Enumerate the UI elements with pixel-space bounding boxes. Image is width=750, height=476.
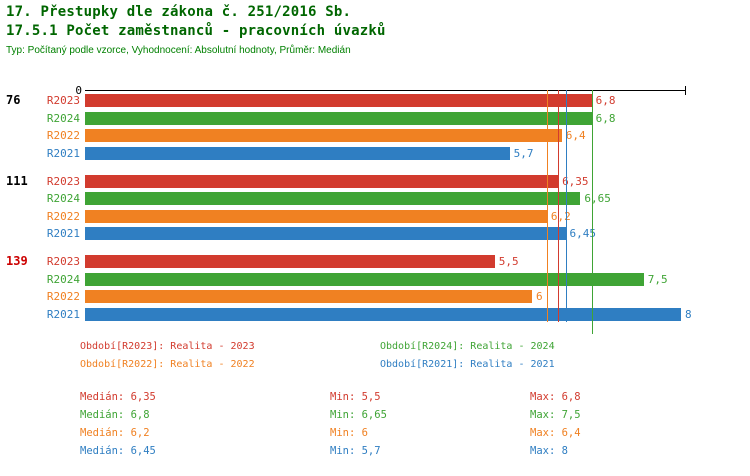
bar-r2024 (85, 192, 581, 205)
stat-min-r2023: Min: 5,5 (330, 391, 381, 403)
x-axis-origin-label: 0 (75, 84, 82, 97)
median-line-r2024 (591, 90, 593, 334)
bar-r2022 (85, 129, 562, 142)
stat-median-r2023: Medián: 6,35 (80, 391, 156, 403)
bar-r2021 (85, 227, 566, 240)
group-label: 76 (6, 93, 21, 107)
median-line-r2021 (565, 90, 567, 322)
series-label-r2023: R2023 (46, 174, 80, 188)
series-label-r2024: R2024 (46, 192, 80, 205)
bar-value-label: 6,8 (595, 111, 616, 125)
legend-item-r2022: Období[R2022]: Realita - 2022 (80, 359, 255, 370)
bar-r2022 (85, 209, 547, 223)
bar-value-label: 6,45 (569, 227, 597, 240)
stat-max-r2024: Max: 7,5 (530, 409, 581, 421)
bar-value-label: 6,65 (584, 192, 611, 205)
median-line-r2022 (546, 90, 548, 322)
bar-value-label: 6 (536, 290, 543, 303)
bar-value-label: 6,2 (550, 209, 571, 223)
x-axis-line (85, 90, 685, 91)
series-label-r2023: R2023 (46, 255, 80, 268)
legend-item-r2021: Období[R2021]: Realita - 2021 (380, 359, 555, 370)
series-label-r2022: R2022 (46, 290, 80, 303)
series-label-r2021: R2021 (46, 307, 80, 321)
x-axis-end-tick (685, 86, 686, 95)
chart-meta-line: Typ: Počítaný podle vzorce, Vyhodnocení:… (6, 45, 351, 56)
bar-value-label: 6,8 (595, 94, 616, 107)
chart-title: 17.5.1 Počet zaměstnanců - pracovních úv… (6, 23, 386, 39)
median-line-r2023 (558, 90, 560, 322)
legend-item-r2024: Období[R2024]: Realita - 2024 (380, 341, 555, 352)
report-title: 17. Přestupky dle zákona č. 251/2016 Sb. (6, 4, 352, 20)
bar-r2023 (85, 255, 495, 268)
bar-r2021 (85, 146, 510, 160)
bar-r2024 (85, 272, 644, 286)
stat-median-r2021: Medián: 6,45 (80, 445, 156, 457)
bar-r2021 (85, 307, 681, 321)
series-label-r2024: R2024 (46, 272, 80, 286)
series-label-r2021: R2021 (46, 146, 80, 160)
legend-item-r2023: Období[R2023]: Realita - 2023 (80, 341, 255, 352)
series-label-r2022: R2022 (46, 209, 80, 223)
stat-median-r2022: Medián: 6,2 (80, 427, 150, 439)
stat-max-r2023: Max: 6,8 (530, 391, 581, 403)
bar-r2024 (85, 111, 592, 125)
stat-max-r2022: Max: 6,4 (530, 427, 581, 439)
bar-value-label: 6,35 (562, 174, 589, 188)
bar-value-label: 6,4 (565, 129, 586, 142)
bar-value-label: 5,7 (513, 146, 534, 160)
bar-r2023 (85, 94, 592, 107)
series-label-r2021: R2021 (46, 227, 80, 240)
stat-min-r2024: Min: 6,65 (330, 409, 387, 421)
plot-area: 0 76 R2023 6,8 R2024 6,8 R2022 6,4 R2021 5,7 111 R… (6, 84, 692, 334)
series-label-r2022: R2022 (46, 129, 80, 142)
bar-r2023 (85, 174, 559, 188)
group-label: 111 (6, 173, 28, 188)
series-label-r2024: R2024 (46, 111, 80, 125)
bar-value-label: 5,5 (498, 255, 519, 268)
stat-max-r2021: Max: 8 (530, 445, 568, 457)
bar-value-label: 7,5 (647, 272, 668, 286)
series-label-r2023: R2023 (46, 94, 80, 107)
bar-value-label: 8 (685, 307, 692, 321)
stat-min-r2021: Min: 5,7 (330, 445, 381, 457)
bar-r2022 (85, 290, 532, 303)
stat-median-r2024: Medián: 6,8 (80, 409, 150, 421)
group-label: 139 (6, 254, 28, 268)
stat-min-r2022: Min: 6 (330, 427, 368, 439)
